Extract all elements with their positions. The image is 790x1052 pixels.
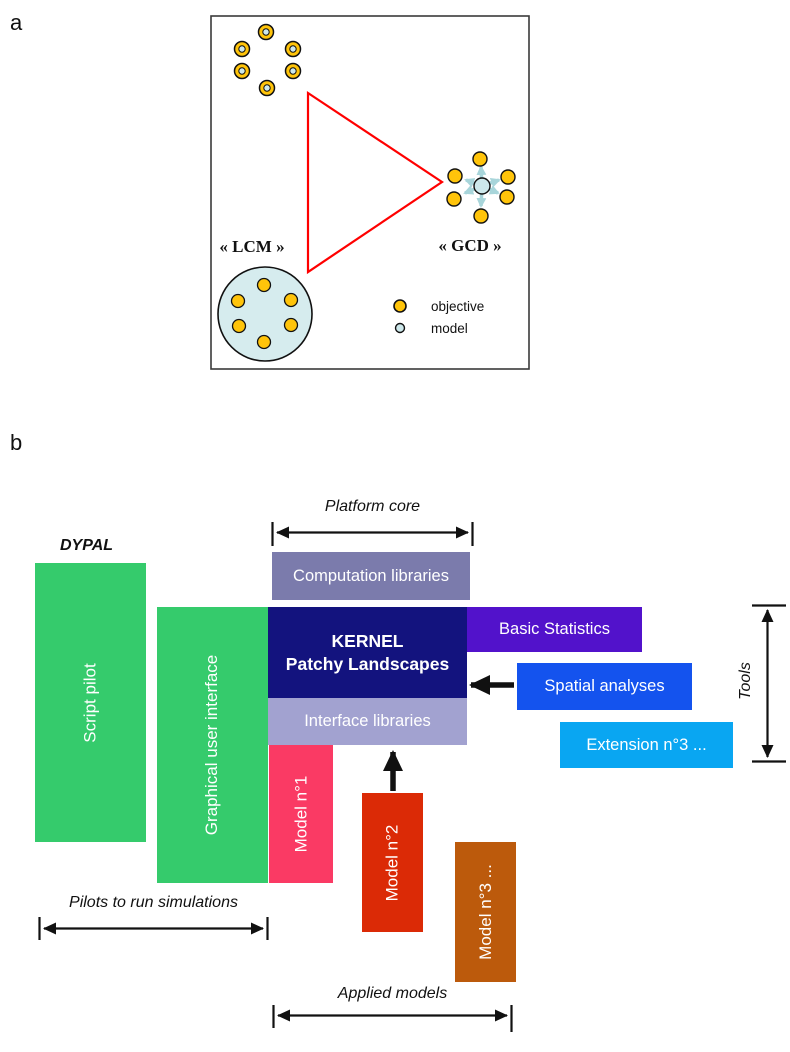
kernel-label-line1: KERNEL [331, 630, 404, 651]
donut-circle [284, 40, 302, 58]
spatial-analyses-label: Spatial analyses [544, 677, 665, 695]
donut-circle [284, 62, 302, 80]
legend: objective model [393, 299, 484, 336]
donut-circle [233, 62, 251, 80]
objective-circle [256, 277, 272, 293]
script-pilot-label: Script pilot [80, 662, 100, 743]
legend-model-icon [394, 322, 406, 334]
applied-models-label: Applied models [337, 985, 448, 1002]
extension-box: Extension n°3 ... [560, 722, 733, 768]
interface-libraries-label: Interface libraries [304, 712, 431, 730]
kernel-label-line2: Patchy Landscapes [285, 653, 450, 674]
objective-circle [499, 189, 515, 205]
objective-circle [231, 318, 247, 334]
model2-label: Model n°2 [382, 824, 402, 901]
objective-circle [446, 191, 462, 207]
model1-box: Model n°1 [269, 745, 333, 883]
platform-core-arrow [271, 522, 474, 546]
model3-box: Model n°3 ... [455, 842, 516, 982]
donut-circle [257, 23, 275, 41]
objective-circle [256, 334, 272, 350]
gui-box: Graphical user interface [157, 607, 268, 883]
pilots-label: Pilots to run simulations [69, 894, 238, 911]
objective-circle [230, 293, 246, 309]
computation-libraries-box: Computation libraries [272, 552, 470, 600]
objective-circle [500, 169, 516, 185]
tools-label-wrap: Tools [728, 657, 764, 705]
donut-circle [233, 40, 251, 58]
gui-label: Graphical user interface [202, 654, 222, 836]
objective-circle [472, 151, 488, 167]
basic-statistics-box: Basic Statistics [467, 607, 642, 652]
script-pilot-box: Script pilot [35, 563, 146, 842]
lcm-cluster [217, 266, 313, 362]
computation-libraries-label: Computation libraries [293, 566, 449, 585]
tools-label: Tools [737, 662, 754, 700]
kernel-box: KERNEL Patchy Landscapes [268, 607, 467, 698]
model1-label: Model n°1 [291, 775, 311, 853]
model3-label: Model n°3 ... [475, 864, 495, 960]
objective-circle [283, 292, 299, 308]
donut-circle [258, 79, 276, 97]
panel-a-frame [210, 15, 530, 370]
comparison-triangle [306, 90, 444, 275]
model2-box: Model n°2 [362, 793, 423, 932]
panel-a-label: a [10, 10, 23, 35]
pilots-arrow [38, 917, 269, 940]
gcd-label: « GCD » [438, 236, 501, 255]
platform-core-label: Platform core [324, 498, 421, 515]
lcm-label: « LCM » [219, 237, 284, 256]
basic-statistics-label: Basic Statistics [499, 620, 610, 638]
objective-circle [473, 208, 489, 224]
gcd-cluster [446, 151, 516, 224]
panel-b-label: b [10, 430, 23, 455]
applied-models-arrow [272, 1005, 513, 1032]
legend-objective-label: objective [431, 299, 484, 314]
dypal-title: DYPAL [60, 537, 114, 554]
panel-a-diagram: « LCM » « GCD » objective model [210, 15, 530, 370]
objective-cluster-ring [233, 23, 302, 97]
legend-objective-icon [393, 299, 407, 313]
model-circle [473, 177, 491, 195]
model-big-circle [217, 266, 313, 362]
legend-model-label: model [431, 321, 468, 336]
extension-label: Extension n°3 ... [586, 735, 707, 754]
spatial-analyses-box: Spatial analyses [517, 663, 692, 710]
objective-circle [283, 317, 299, 333]
objective-circle [447, 168, 463, 184]
interface-libraries-box: Interface libraries [268, 698, 467, 745]
